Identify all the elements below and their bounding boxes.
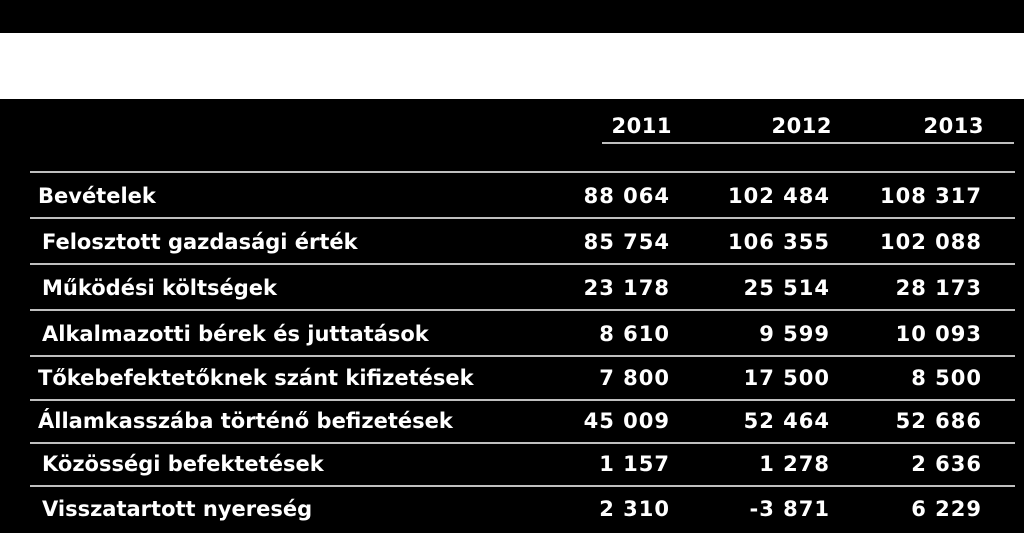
- table-row: Alkalmazotti bérek és juttatások 8 610 9…: [30, 314, 1015, 358]
- cell-2012: 102 484: [728, 184, 830, 208]
- row-label: Tőkebefektetőknek szánt kifizetések: [38, 366, 474, 390]
- row-divider: [30, 309, 1015, 311]
- row-label: Közösségi befektetések: [42, 452, 324, 476]
- cell-2013: 102 088: [880, 230, 982, 254]
- cell-2012: 1 278: [759, 452, 830, 476]
- header-underline: [602, 142, 1014, 144]
- cell-2013: 10 093: [895, 322, 982, 346]
- cell-2012: 52 464: [743, 409, 830, 433]
- cell-2011: 45 009: [583, 409, 670, 433]
- row-label: Felosztott gazdasági érték: [42, 230, 358, 254]
- table-top-divider: [30, 171, 1015, 173]
- table-row: Visszatartott nyereség 2 310 -3 871 6 22…: [30, 489, 1015, 533]
- column-header-2012: 2012: [771, 114, 832, 138]
- row-label: Bevételek: [38, 184, 156, 208]
- row-label: Államkasszába történő befizetések: [38, 409, 453, 433]
- cell-2011: 2 310: [599, 497, 670, 521]
- row-divider: [30, 217, 1015, 219]
- table-row: Felosztott gazdasági érték 85 754 106 35…: [30, 222, 1015, 266]
- row-divider: [30, 263, 1015, 265]
- column-header-2011: 2011: [611, 114, 672, 138]
- table-row: Bevételek 88 064 102 484 108 317: [30, 176, 1015, 220]
- table-row: Működési költségek 23 178 25 514 28 173: [30, 268, 1015, 312]
- cell-2012: 9 599: [759, 322, 830, 346]
- row-label: Alkalmazotti bérek és juttatások: [42, 322, 429, 346]
- row-label: Működési költségek: [42, 276, 278, 300]
- cell-2011: 8 610: [599, 322, 670, 346]
- row-divider: [30, 355, 1015, 357]
- cell-2012: 25 514: [743, 276, 830, 300]
- table-row: Közösségi befektetések 1 157 1 278 2 636: [30, 444, 1015, 488]
- cell-2011: 85 754: [583, 230, 670, 254]
- cell-2013: 108 317: [880, 184, 982, 208]
- cell-2011: 23 178: [583, 276, 670, 300]
- cell-2012: 17 500: [743, 366, 830, 390]
- cell-2013: 2 636: [911, 452, 982, 476]
- cell-2011: 7 800: [599, 366, 670, 390]
- cell-2011: 1 157: [599, 452, 670, 476]
- cell-2012: 106 355: [728, 230, 830, 254]
- row-divider: [30, 442, 1015, 444]
- cell-2013: 28 173: [895, 276, 982, 300]
- row-divider: [30, 485, 1015, 487]
- cell-2012: -3 871: [749, 497, 830, 521]
- cell-2013: 52 686: [895, 409, 982, 433]
- column-header-2013: 2013: [923, 114, 984, 138]
- table-row: Tőkebefektetőknek szánt kifizetések 7 80…: [30, 358, 1015, 402]
- white-header-band: [0, 33, 1024, 99]
- top-black-band: [0, 0, 1024, 33]
- cell-2013: 6 229: [911, 497, 982, 521]
- cell-2011: 88 064: [583, 184, 670, 208]
- row-label: Visszatartott nyereség: [42, 497, 313, 521]
- cell-2013: 8 500: [911, 366, 982, 390]
- row-divider: [30, 399, 1015, 401]
- table-row: Államkasszába történő befizetések 45 009…: [30, 401, 1015, 445]
